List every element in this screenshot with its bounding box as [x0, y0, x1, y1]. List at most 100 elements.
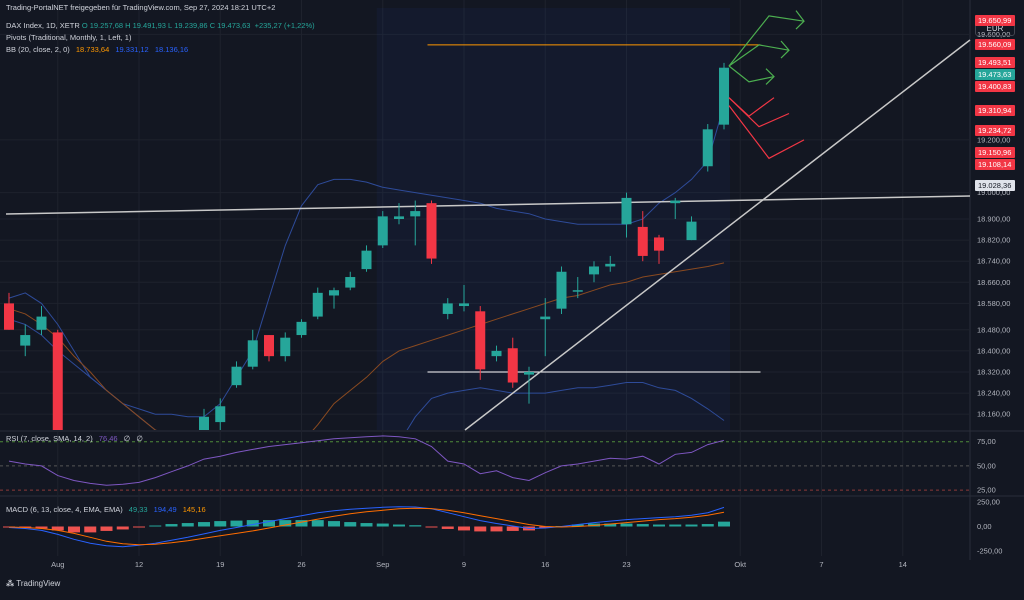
- candle-body: [183, 456, 193, 482]
- macd-line: [8, 506, 725, 548]
- price-tick-label: 18.160,00: [977, 410, 1010, 419]
- time-tick-label: 19: [216, 560, 224, 569]
- macd-histogram-bar: [116, 526, 129, 530]
- rsi-tick-label: 25,00: [977, 486, 996, 495]
- macd-legend[interactable]: MACD (6, 13, close, 4, EMA, EMA) 49,33 1…: [6, 505, 206, 514]
- time-tick-label: 12: [135, 560, 143, 569]
- tradingview-logo[interactable]: ⁂ TradingView: [6, 579, 61, 588]
- projection-mid-arrow: [728, 44, 790, 67]
- macd-histogram-bar: [409, 525, 422, 527]
- ohlc-values: O 19.257,68 H 19.491,93 L 19.239,86 C 19.473…: [81, 21, 315, 30]
- candle-body: [69, 483, 79, 496]
- candle-body: [442, 303, 453, 314]
- macd-histogram-bar: [35, 526, 48, 529]
- time-tick-label: Aug: [51, 560, 64, 569]
- projection-down-arrow-1: [728, 97, 775, 117]
- candle-body: [524, 371, 534, 375]
- candle-body: [215, 406, 226, 423]
- bb-legend[interactable]: BB (20, close, 2, 0) 18.733,64 19.331,12…: [6, 45, 189, 54]
- candle-body: [312, 292, 323, 317]
- price-tick-label: 19.600,00: [977, 30, 1010, 39]
- macd-histogram-bar: [376, 523, 389, 527]
- symbol-header: DAX Index, 1D, XETR O 19.257,68 H 19.491,9…: [6, 21, 315, 30]
- candle-body: [20, 335, 31, 346]
- price-tick-label: 19.200,00: [977, 135, 1010, 144]
- candle-body: [589, 266, 599, 275]
- horizontal-trendline: [5, 195, 971, 215]
- time-tick-label: 7: [819, 560, 823, 569]
- candle-body: [264, 335, 274, 357]
- projection-up-arrow: [728, 15, 805, 67]
- macd-histogram-bar: [571, 524, 584, 527]
- projection-down-arrow-2: [728, 97, 790, 128]
- projection-short-arrow: [728, 65, 775, 83]
- macd-histogram-bar: [84, 526, 97, 533]
- candle-body: [572, 290, 583, 292]
- price-tick-label: 18.660,00: [977, 278, 1010, 287]
- macd-histogram-bar: [149, 525, 162, 527]
- price-label: 19.650,99: [975, 15, 1015, 27]
- price-tick-label: 18.820,00: [977, 236, 1010, 245]
- price-label: 19.310,94: [975, 105, 1015, 117]
- candle-body: [247, 340, 258, 367]
- macd-tick-label: 250,00: [977, 497, 1000, 506]
- candle-body: [345, 277, 356, 288]
- pivots-legend[interactable]: Pivots (Traditional, Monthly, 1, Left, 1…: [6, 33, 132, 42]
- time-tick-label: 14: [899, 560, 907, 569]
- macd-histogram-bar: [198, 522, 210, 527]
- macd-tick-label: 0,00: [977, 522, 992, 531]
- candle-body: [459, 303, 469, 307]
- price-label: 19.560,09: [975, 39, 1015, 51]
- candle-body: [410, 211, 421, 217]
- bb-basis-line: [8, 262, 725, 430]
- macd-histogram-bar: [328, 521, 340, 527]
- signal-line: [8, 507, 725, 546]
- price-label: 19.400,83: [975, 81, 1015, 93]
- macd-tick-label: -250,00: [977, 547, 1002, 556]
- candle-body: [394, 216, 404, 219]
- projection-up-arrow-head: [795, 10, 805, 30]
- candle-body: [361, 250, 372, 270]
- macd-histogram-bar: [425, 526, 438, 528]
- projection-short-arrow-head: [765, 68, 775, 85]
- tradingview-logo-icon: ⁂: [6, 579, 15, 588]
- candle-body: [540, 316, 551, 320]
- candle-body: [102, 549, 112, 589]
- projection-mid-arrow-head: [780, 40, 790, 59]
- candle-body: [199, 416, 209, 430]
- candle-body: [4, 303, 14, 330]
- time-tick-label: Sep: [376, 560, 389, 569]
- price-label: 19.234,72: [975, 125, 1015, 137]
- candle-body: [36, 316, 47, 330]
- macd-histogram-bar: [311, 520, 324, 527]
- candle-body: [231, 366, 242, 386]
- macd-histogram-bar: [393, 524, 405, 527]
- macd-histogram-bar: [701, 524, 714, 527]
- macd-histogram-bar: [490, 526, 503, 532]
- rising-trendline: [464, 39, 971, 431]
- time-tick-label: 9: [462, 560, 466, 569]
- rsi-legend[interactable]: RSI (7, close, SMA, 14, 2) 76,46 ∅ ∅: [6, 434, 143, 443]
- candle-body: [491, 350, 502, 357]
- price-tick-label: 18.740,00: [977, 257, 1010, 266]
- macd-histogram-bar: [458, 526, 470, 531]
- candle-body: [280, 337, 291, 357]
- macd-histogram-bar: [506, 526, 519, 531]
- candle-body: [637, 226, 648, 256]
- macd-histogram-bar: [669, 524, 682, 527]
- macd-histogram-bar: [100, 526, 113, 531]
- time-tick-label: 16: [541, 560, 549, 569]
- candle-body: [150, 520, 160, 536]
- candle-body: [556, 271, 567, 309]
- attribution-text: Trading-PortalNET freigegeben für Tradin…: [6, 3, 276, 12]
- candle-body: [507, 348, 518, 383]
- price-tick-label: 18.580,00: [977, 299, 1010, 308]
- macd-histogram-bar: [718, 521, 730, 527]
- symbol-name: DAX Index, 1D, XETR: [6, 21, 80, 30]
- macd-histogram-bar: [604, 523, 617, 527]
- macd-histogram-bar: [636, 524, 649, 527]
- price-label: 19.028,36: [975, 179, 1015, 191]
- price-label: 19.493,51: [975, 57, 1015, 68]
